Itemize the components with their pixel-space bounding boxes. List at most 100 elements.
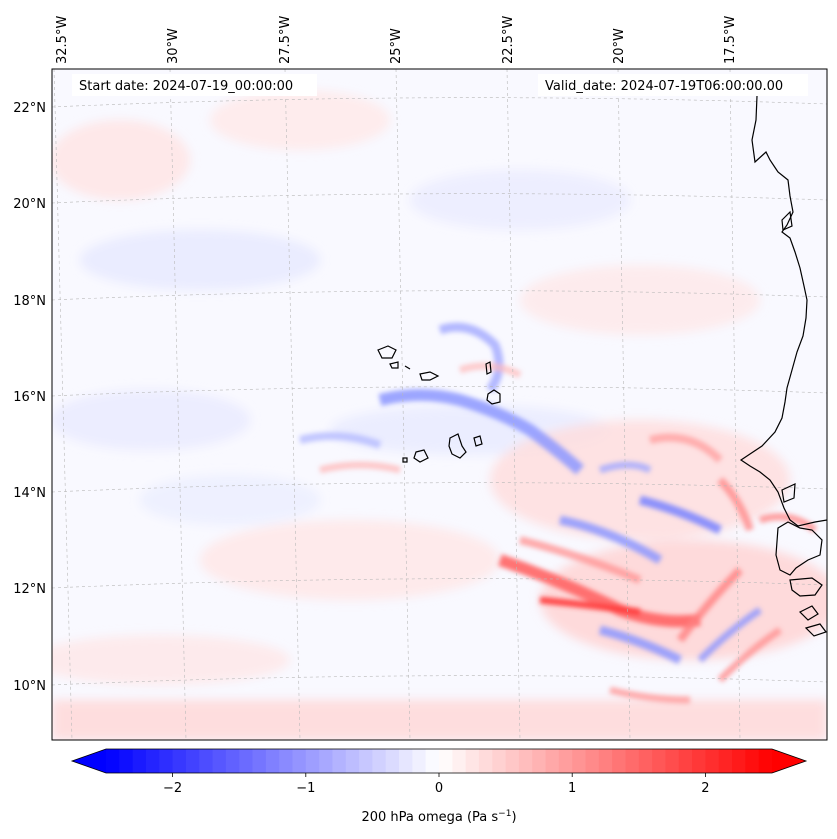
colorbar-swatch: [425, 749, 440, 773]
island: [389, 361, 399, 369]
island: [485, 361, 492, 375]
colorbar-swatch: [758, 749, 773, 773]
colorbar-swatch: [145, 749, 160, 773]
lat-tick-label: 20°N: [13, 197, 46, 212]
colorbar-swatch: [518, 749, 533, 773]
colorbar-swatch: [638, 749, 653, 773]
colorbar-swatch: [718, 749, 733, 773]
gridline-lon: [729, 69, 741, 740]
colorbar-swatch: [159, 749, 174, 773]
start-date-box: [72, 74, 317, 96]
colorbar-swatch: [745, 749, 760, 773]
island: [404, 365, 411, 370]
gridlines: [52, 69, 827, 740]
colorbar-swatch: [545, 749, 560, 773]
colorbar-swatch: [558, 749, 573, 773]
colorbar-swatch: [732, 749, 746, 773]
colorbar-swatch: [332, 749, 347, 773]
colorbar-swatch: [505, 749, 520, 773]
latitude-tick-labels: 22°N 20°N 18°N 16°N 14°N 12°N 10°N: [13, 101, 46, 694]
colorbar-swatch: [212, 749, 227, 773]
colorbar-swatch: [199, 749, 214, 773]
lon-tick-label: 27.5°W: [278, 16, 293, 64]
island: [448, 433, 467, 459]
colorbar-swatch: [598, 749, 613, 773]
colorbar-swatch: [585, 749, 600, 773]
valid-date-box: [538, 74, 808, 96]
island: [419, 371, 440, 381]
colorbar-swatch: [345, 749, 360, 773]
valid-date-label: Valid_date: 2024-07-19T06:00:00.00: [545, 79, 783, 94]
gridline-lat: [52, 482, 827, 493]
colorbar-swatch: [292, 749, 307, 773]
lon-tick-label: 17.5°W: [723, 16, 738, 64]
colorbar-swatch: [252, 749, 267, 773]
island: [413, 449, 429, 463]
island: [486, 389, 501, 405]
colorbar-swatch: [239, 749, 254, 773]
colorbar-swatch: [665, 749, 680, 773]
colorbar-ticks: −2 −1 0 1 2: [163, 773, 710, 796]
colorbar-swatch: [439, 749, 453, 773]
gridline-lat: [52, 675, 827, 686]
colorbar-swatch: [452, 749, 467, 773]
colorbar-low-extend: [72, 749, 106, 773]
gridline-lon: [506, 69, 521, 740]
gridline-lat: [52, 193, 827, 204]
start-date-label: Start date: 2024-07-19_00:00:00: [79, 79, 293, 94]
omega-field: [52, 90, 827, 740]
longitude-tick-labels: 32.5°W 30°W 27.5°W 25°W 22.5°W 20°W 17.5…: [55, 16, 738, 64]
lat-tick-label: 22°N: [13, 101, 46, 116]
gridline-lat: [52, 290, 827, 301]
coast-detail: [781, 483, 796, 503]
lat-tick-label: 12°N: [13, 582, 46, 597]
lon-tick-label: 20°W: [612, 28, 627, 64]
lat-tick-label: 14°N: [13, 486, 46, 501]
omega-field-broad: [52, 90, 827, 740]
colorbar-swatch: [225, 749, 240, 773]
colorbar-tick-label: 1: [568, 781, 576, 796]
colorbar-swatch: [279, 749, 293, 773]
colorbar-swatch: [705, 749, 720, 773]
coast-detail: [781, 210, 793, 231]
lat-tick-label: 10°N: [13, 679, 46, 694]
colorbar-swatch: [119, 749, 134, 773]
colorbar-swatch: [692, 749, 706, 773]
colorbar-swatch: [265, 749, 280, 773]
gridline-lon: [395, 69, 411, 740]
gridline-lon: [284, 69, 301, 740]
map-panel: Start date: 2024-07-19_00:00:00 Valid_da…: [51, 68, 828, 741]
coastlines: [377, 95, 827, 637]
coast-detail: [775, 521, 823, 576]
colorbar-swatch: [372, 749, 387, 773]
colorbar-swatch: [612, 749, 626, 773]
gridline-lat: [52, 386, 827, 397]
colorbar-swatch: [412, 749, 427, 773]
colorbar-tick-label: 2: [701, 781, 709, 796]
colorbar-swatch: [319, 749, 333, 773]
colorbar-swatch: [678, 749, 693, 773]
gridline-lon: [169, 69, 187, 740]
colorbar-tick-label: −2: [163, 781, 182, 796]
colorbar-swatch: [185, 749, 200, 773]
lat-tick-label: 16°N: [13, 390, 46, 405]
colorbar-swatch: [625, 749, 640, 773]
island: [402, 457, 408, 463]
colorbar-swatch: [532, 749, 547, 773]
island: [377, 345, 397, 359]
coast-detail: [804, 623, 827, 637]
gridline-lat: [52, 578, 827, 589]
colorbar-outline: [70, 748, 808, 774]
colorbar-swatch: [132, 749, 147, 773]
colorbar-swatch: [106, 749, 120, 773]
lon-tick-label: 32.5°W: [55, 16, 70, 64]
colorbar-swatch: [359, 749, 373, 773]
colorbar-swatch: [492, 749, 507, 773]
lon-tick-label: 30°W: [166, 28, 181, 64]
map-frame: [51, 68, 828, 741]
colorbar-label: 200 hPa omega (Pa s−1): [361, 809, 516, 825]
gridline-lat: [52, 97, 827, 108]
colorbar-swatches: [106, 749, 773, 773]
colorbar-tick-label: 0: [435, 781, 443, 796]
